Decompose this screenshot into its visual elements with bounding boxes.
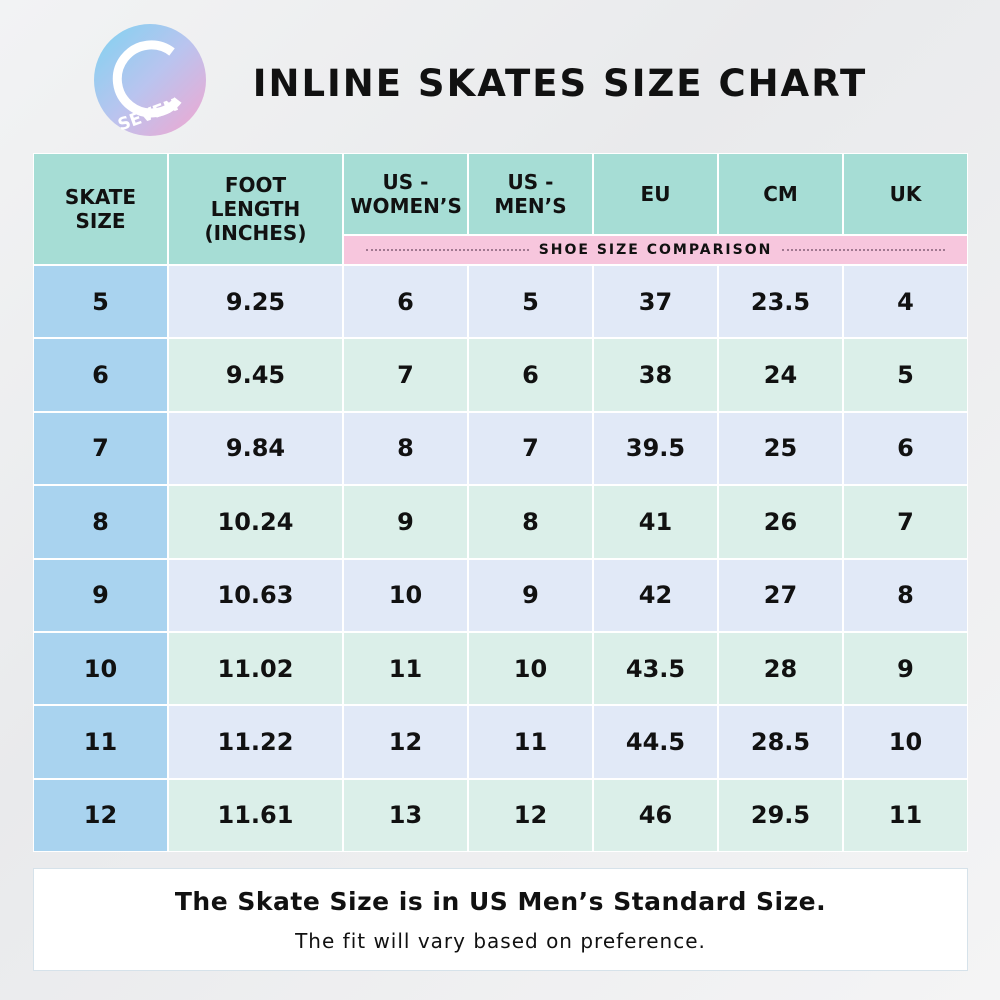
row-header: 8	[33, 485, 168, 559]
footer-box: The Skate Size is in US Men’s Standard S…	[33, 868, 968, 971]
table-cell: 8	[343, 411, 468, 486]
footer-note: The Skate Size is in US Men’s Standard S…	[174, 887, 827, 916]
row-header: 6	[33, 338, 168, 412]
table-cell: 11	[343, 631, 468, 706]
table-cell: 37	[593, 265, 718, 339]
table-cell: 10.63	[168, 558, 343, 632]
table-cell: 9	[843, 631, 968, 706]
table-cell: 44.5	[593, 705, 718, 779]
logo-c	[112, 40, 182, 118]
table-cell: 10	[468, 631, 593, 706]
row-header: 7	[33, 411, 168, 486]
table-cell: 42	[593, 558, 718, 632]
title: INLINE SKATES SIZE CHART	[252, 62, 868, 105]
row-header: 5	[33, 265, 168, 339]
column-header: CM	[718, 153, 843, 235]
table-cell: 10	[843, 705, 968, 779]
table-cell: 28	[718, 631, 843, 706]
table-cell: 23.5	[718, 265, 843, 339]
table-cell: 9.45	[168, 338, 343, 412]
logo-circle	[94, 24, 206, 136]
dotted-line	[366, 249, 529, 251]
table-cell: 10.24	[168, 485, 343, 559]
table-cell: 8	[468, 485, 593, 559]
group-label: SHOE SIZE COMPARISON	[538, 242, 773, 258]
logo: SEVEN	[94, 24, 206, 136]
table-cell: 7	[843, 485, 968, 559]
table-cell: 11.02	[168, 631, 343, 706]
table-cell: 9	[343, 485, 468, 559]
column-header-text: US - MEN’S	[494, 170, 567, 218]
footer-subnote: The fit will vary based on preference.	[295, 929, 706, 953]
table-cell: 12	[468, 778, 593, 852]
table-cell: 6	[843, 411, 968, 486]
table-cell: 9.84	[168, 411, 343, 486]
column-header: EU	[593, 153, 718, 235]
table-cell: 5	[468, 265, 593, 339]
table-cell: 6	[343, 265, 468, 339]
row-header: 10	[33, 631, 168, 706]
table-cell: 9.25	[168, 265, 343, 339]
column-header-text: EU	[640, 182, 671, 206]
table-cell: 25	[718, 411, 843, 486]
table-cell: 29.5	[718, 778, 843, 852]
column-header: UK	[843, 153, 968, 235]
column-header-text: FOOT LENGTH (INCHES)	[204, 173, 307, 245]
table-cell: 4	[843, 265, 968, 339]
table-cell: 26	[718, 485, 843, 559]
row-header: 9	[33, 558, 168, 632]
column-header-text: CM	[763, 182, 798, 206]
table-cell: 24	[718, 338, 843, 412]
table-cell: 11.61	[168, 778, 343, 852]
column-header: US - MEN’S	[468, 153, 593, 235]
dotted-line	[782, 249, 946, 251]
table-cell: 5	[843, 338, 968, 412]
column-header: FOOT LENGTH (INCHES)	[168, 153, 343, 265]
table-cell: 27	[718, 558, 843, 632]
column-header-text: US - WOMEN’S	[350, 170, 462, 218]
column-header: US - WOMEN’S	[343, 153, 468, 235]
column-header-text: UK	[889, 182, 922, 206]
row-header: 12	[33, 778, 168, 852]
table-cell: 11.22	[168, 705, 343, 779]
row-header: 11	[33, 705, 168, 779]
column-header-text: SKATE SIZE	[64, 185, 137, 233]
table-cell: 7	[468, 411, 593, 486]
table-cell: 11	[468, 705, 593, 779]
table-cell: 6	[468, 338, 593, 412]
column-header: SKATE SIZE	[33, 153, 168, 265]
table-cell: 46	[593, 778, 718, 852]
table-cell: 8	[843, 558, 968, 632]
table-cell: 13	[343, 778, 468, 852]
table-cell: 12	[343, 705, 468, 779]
table-cell: 11	[843, 778, 968, 852]
table-cell: 28.5	[718, 705, 843, 779]
table-cell: 43.5	[593, 631, 718, 706]
table-cell: 7	[343, 338, 468, 412]
group-header: SHOE SIZE COMPARISON	[343, 235, 968, 265]
table-cell: 10	[343, 558, 468, 632]
table-cell: 9	[468, 558, 593, 632]
table-cell: 39.5	[593, 411, 718, 486]
table-cell: 41	[593, 485, 718, 559]
table-cell: 38	[593, 338, 718, 412]
